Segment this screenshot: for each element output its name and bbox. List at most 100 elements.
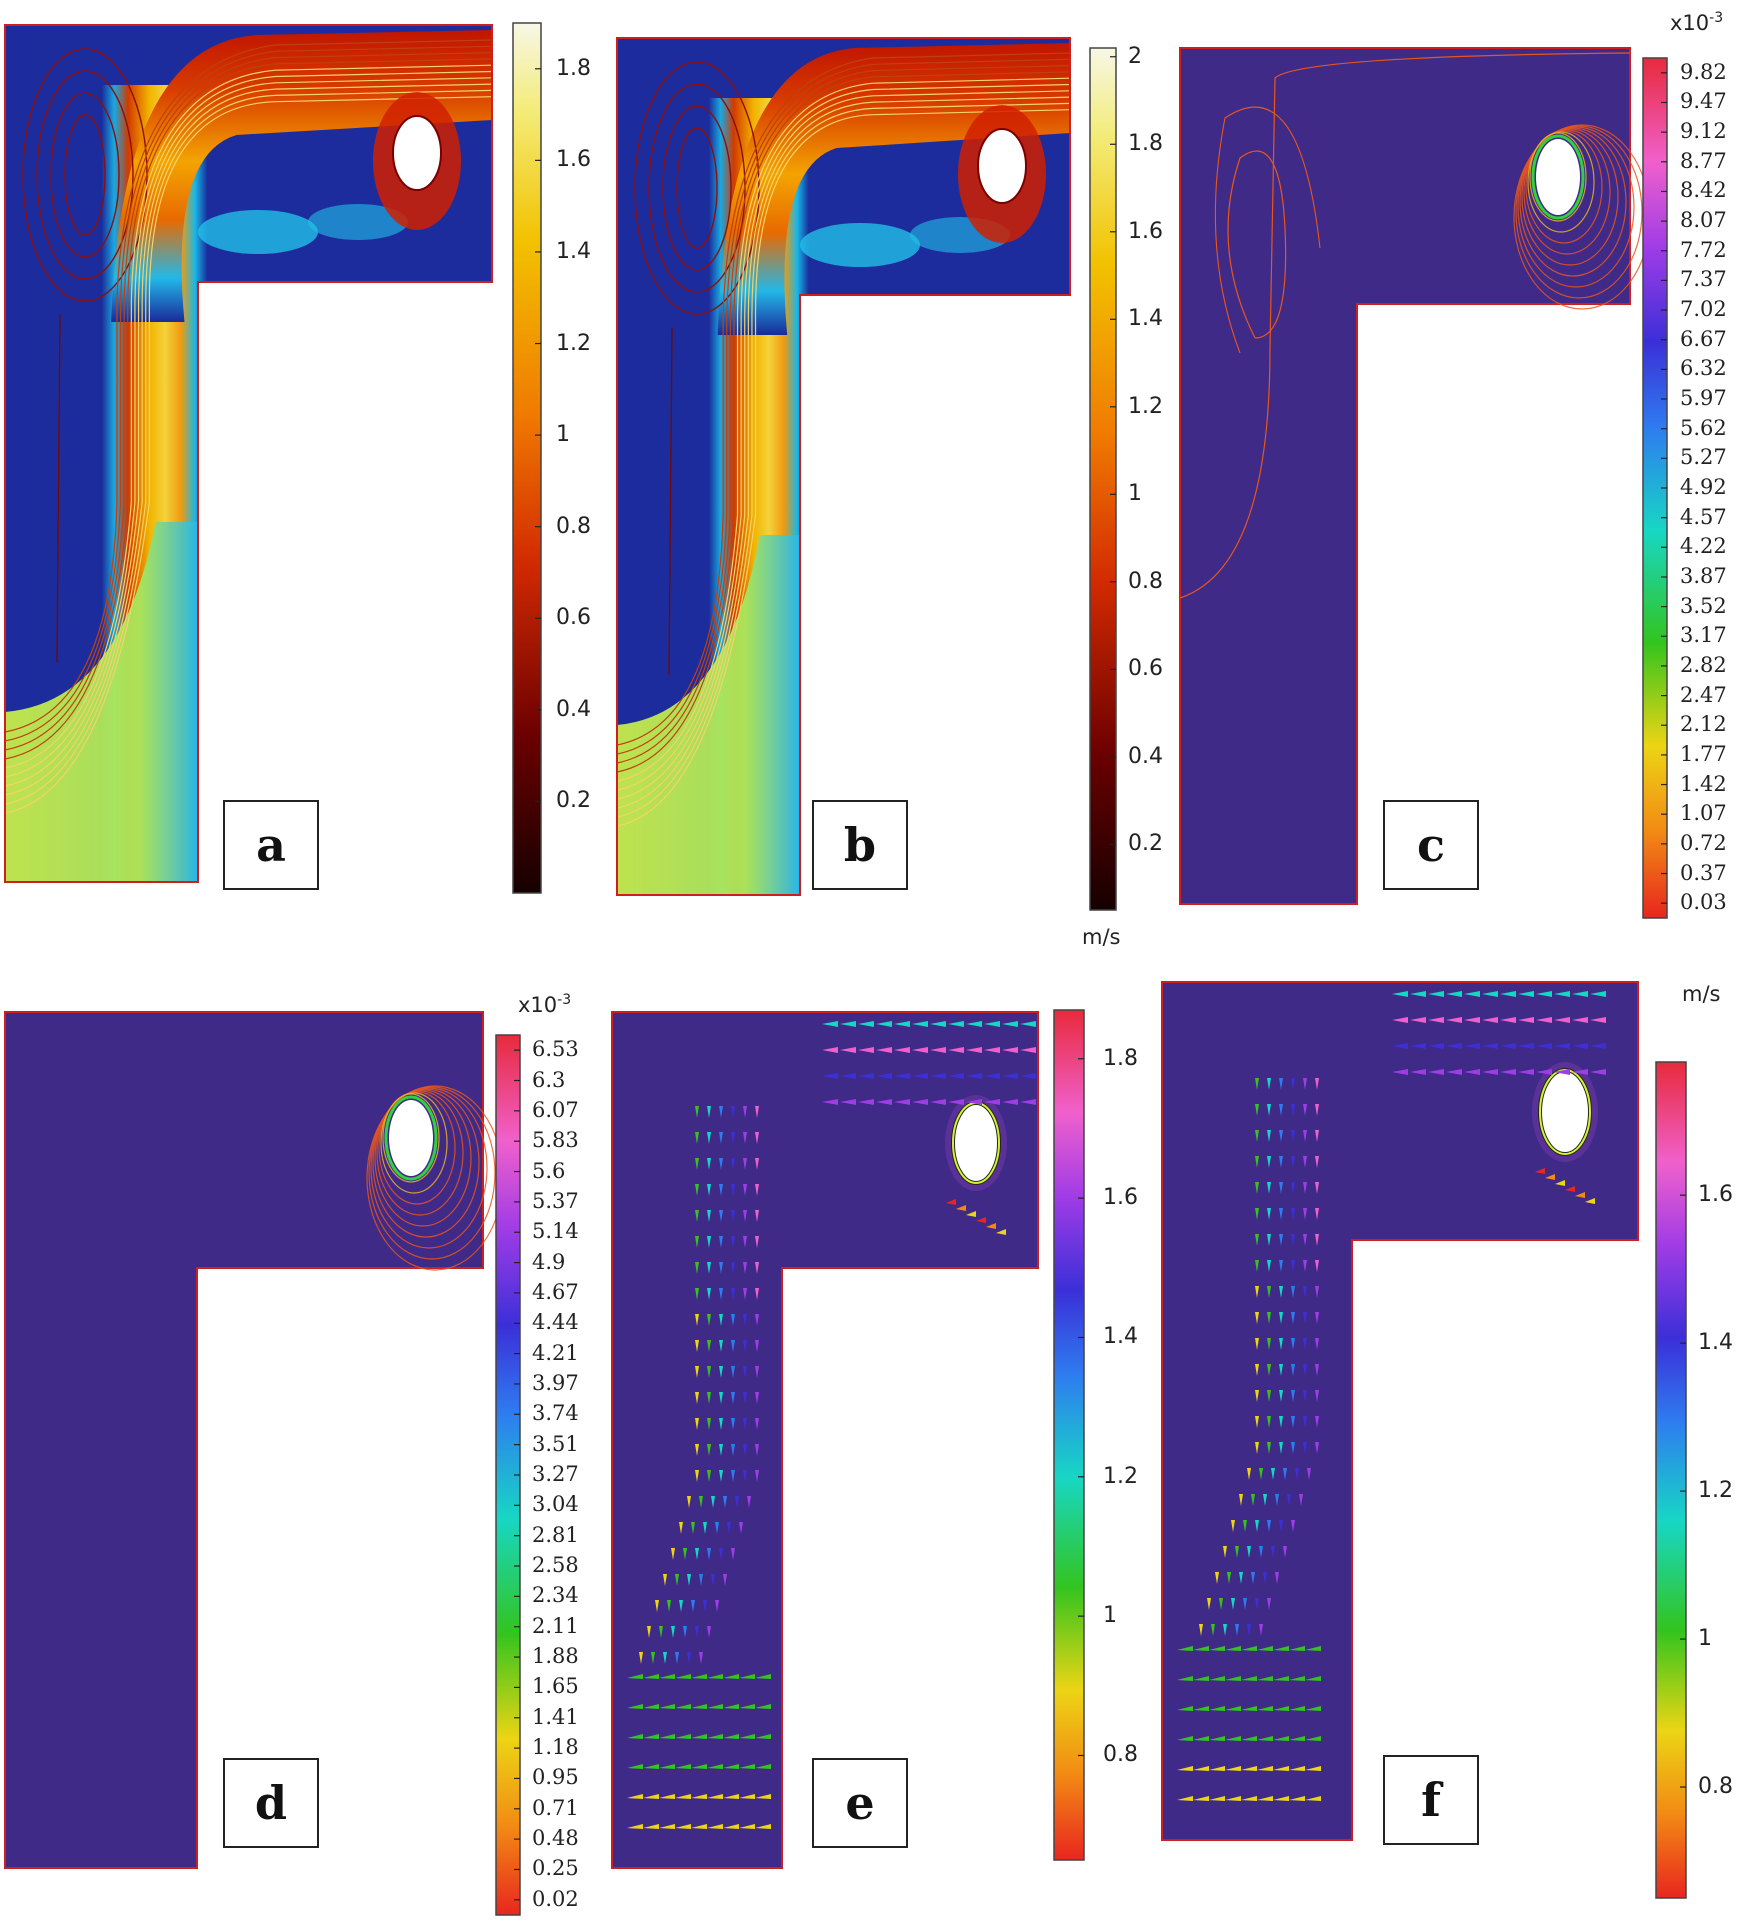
- velocity-arrow: [723, 1496, 727, 1508]
- colorbar-tick-label: 5.83: [532, 1128, 579, 1153]
- velocity-arrow: [1554, 1017, 1570, 1023]
- velocity-arrow: [1227, 1572, 1231, 1584]
- velocity-arrow: [659, 1626, 663, 1638]
- colorbar-tick-label: 8.07: [1680, 208, 1727, 233]
- colorbar-tick-label: 2.81: [532, 1522, 579, 1547]
- velocity-arrow: [1255, 1390, 1259, 1402]
- velocity-arrow: [1193, 1766, 1209, 1771]
- colorbar-tick-label: 4.21: [532, 1340, 579, 1365]
- velocity-arrow: [1279, 1286, 1283, 1298]
- velocity-arrow: [1279, 1130, 1283, 1142]
- velocity-arrow: [723, 1794, 739, 1799]
- velocity-arrow: [858, 1099, 874, 1105]
- velocity-arrow: [1295, 1468, 1299, 1480]
- velocity-arrow: [1235, 1546, 1239, 1558]
- velocity-arrow: [1279, 1338, 1283, 1350]
- velocity-arrow: [1223, 1624, 1227, 1636]
- velocity-arrow: [743, 1418, 747, 1430]
- streamline: [617, 96, 1070, 809]
- velocity-arrow: [675, 1794, 691, 1799]
- colorbar-tick-label: 4.92: [1680, 475, 1727, 499]
- velocity-arrow: [1255, 1364, 1259, 1376]
- concentration-contour: [382, 1093, 440, 1183]
- velocity-arrow: [643, 1824, 659, 1829]
- concentration-contour: [1521, 128, 1619, 266]
- velocity-arrow: [1303, 1442, 1307, 1454]
- velocity-arrow: [1303, 1364, 1307, 1376]
- velocity-arrow: [930, 1073, 946, 1079]
- colorbar-tick-label: 1: [1128, 481, 1142, 507]
- colorbar-tick-label: 1: [556, 422, 570, 448]
- velocity-arrow: [659, 1704, 675, 1709]
- velocity-arrow: [719, 1288, 723, 1300]
- velocity-arrow: [1291, 1390, 1295, 1402]
- velocity-arrow: [1315, 1260, 1319, 1272]
- velocity-arrow: [1225, 1796, 1241, 1801]
- velocity-arrow: [1572, 1069, 1588, 1075]
- velocity-arrow: [1275, 1494, 1279, 1506]
- velocity-arrow: [719, 1418, 723, 1430]
- velocity-arrow: [1271, 1468, 1275, 1480]
- velocity-arrow: [1315, 1312, 1319, 1324]
- velocity-arrow: [707, 1548, 711, 1560]
- colorbar-tick-label: 0.4: [1128, 743, 1163, 769]
- velocity-arrow: [1291, 1130, 1295, 1142]
- velocity-arrow: [1255, 1338, 1259, 1350]
- velocity-arrow: [1259, 1624, 1263, 1636]
- velocity-arrow: [1315, 1416, 1319, 1428]
- velocity-arrow: [731, 1314, 735, 1326]
- velocity-arrow: [1291, 1312, 1295, 1324]
- streamline: [5, 89, 492, 805]
- velocity-arrow: [1255, 1286, 1259, 1298]
- velocity-arrow: [755, 1470, 759, 1482]
- colorbar-tick-label: 9.12: [1680, 119, 1727, 144]
- concentration-contour: [1527, 131, 1595, 233]
- velocity-arrow: [643, 1764, 659, 1769]
- velocity-arrow: [731, 1262, 735, 1274]
- colorbar-tick-label: 5.62: [1680, 415, 1727, 440]
- velocity-arrow: [1291, 1156, 1295, 1168]
- velocity-arrow: [1428, 1017, 1444, 1023]
- colorbar-unit: m/s: [1682, 982, 1721, 1006]
- velocity-arrow: [1279, 1156, 1283, 1168]
- velocity-arrow: [659, 1674, 675, 1679]
- velocity-arrow: [755, 1734, 771, 1739]
- velocity-arrow: [1279, 1234, 1283, 1246]
- velocity-arrow: [1225, 1646, 1241, 1651]
- velocity-arrow: [627, 1764, 643, 1769]
- colorbar-tick-label: 0.2: [1128, 831, 1163, 857]
- velocity-arrow: [1303, 1156, 1307, 1168]
- colorbar-a: [512, 22, 542, 894]
- colorbar-tick-label: 0.8: [1128, 568, 1163, 594]
- velocity-arrow: [1482, 1069, 1498, 1075]
- colorbar-tick-label: 0.2: [556, 788, 591, 814]
- colorbar-tick-label: 3.04: [532, 1492, 579, 1517]
- velocity-arrow: [627, 1734, 643, 1739]
- velocity-arrow: [956, 1205, 966, 1211]
- velocity-arrow: [976, 1217, 986, 1223]
- velocity-arrow: [727, 1522, 731, 1534]
- velocity-arrow: [695, 1366, 699, 1378]
- velocity-arrow: [695, 1392, 699, 1404]
- concentration-contour: [372, 1088, 480, 1238]
- domain: [611, 1011, 1039, 1869]
- velocity-arrow: [739, 1704, 755, 1709]
- velocity-arrow: [743, 1184, 747, 1196]
- velocity-arrow: [1554, 1043, 1570, 1049]
- velocity-arrow: [707, 1824, 723, 1829]
- wake-blob: [308, 204, 408, 240]
- velocity-panel-a: [4, 24, 493, 883]
- panel-label-b: b: [812, 800, 908, 890]
- velocity-arrow: [1241, 1736, 1257, 1741]
- velocity-arrow: [719, 1470, 723, 1482]
- velocity-arrow: [711, 1574, 715, 1586]
- velocity-arrow: [1263, 1494, 1267, 1506]
- velocity-arrow: [723, 1764, 739, 1769]
- velocity-arrow: [707, 1184, 711, 1196]
- velocity-arrow: [894, 1099, 910, 1105]
- velocity-arrow: [695, 1548, 699, 1560]
- colorbar-tick-label: 4.57: [1680, 504, 1727, 529]
- velocity-arrow: [739, 1764, 755, 1769]
- velocity-arrow: [739, 1674, 755, 1679]
- velocity-arrow: [1177, 1796, 1193, 1801]
